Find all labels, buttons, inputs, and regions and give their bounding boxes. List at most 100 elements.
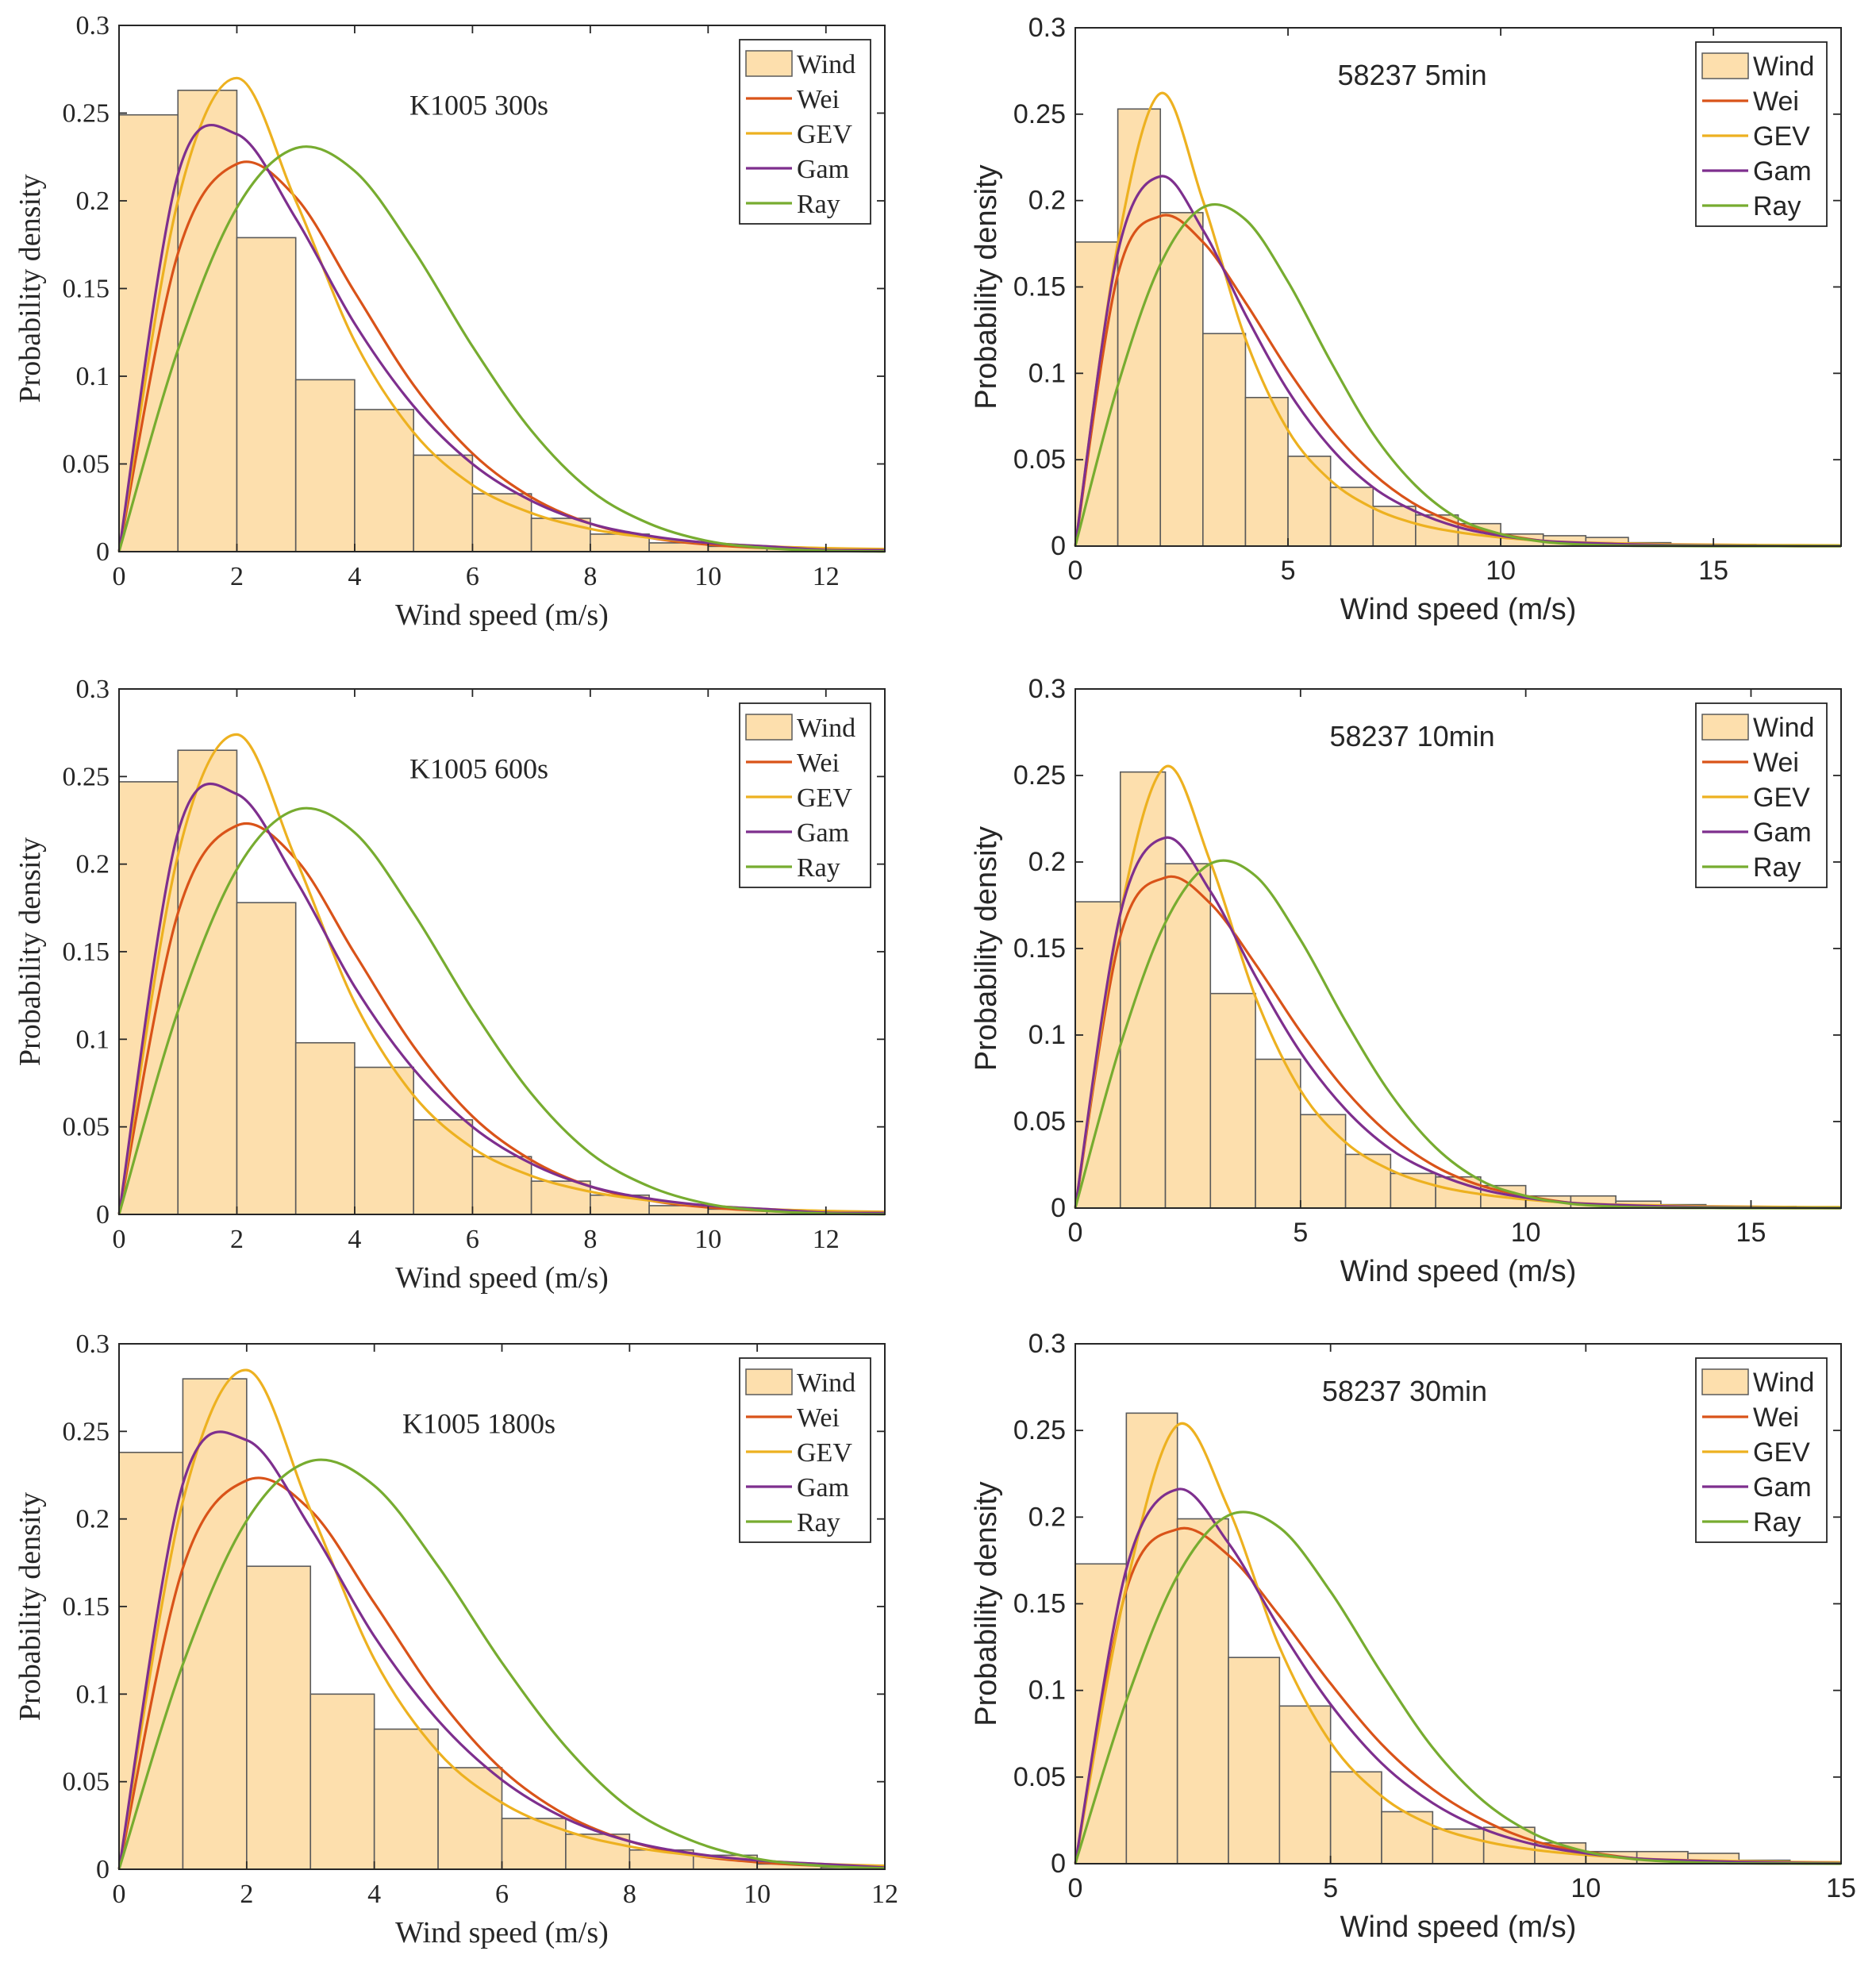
legend-label-gam: Gam bbox=[1753, 156, 1812, 187]
x-tick-label: 15 bbox=[1826, 1873, 1856, 1903]
legend-label-gam: Gam bbox=[797, 818, 849, 848]
x-tick-label: 0 bbox=[113, 1225, 126, 1254]
y-tick-label: 0.05 bbox=[63, 450, 110, 479]
y-tick-label: 0.15 bbox=[1013, 1589, 1066, 1619]
legend-label-gev: GEV bbox=[1753, 121, 1810, 152]
y-tick-label: 0.1 bbox=[1028, 1676, 1066, 1706]
y-tick-label: 0 bbox=[96, 1200, 110, 1230]
y-tick-label: 0.25 bbox=[1013, 1415, 1066, 1445]
chart-title: K1005 600s bbox=[409, 753, 548, 785]
y-tick-label: 0.25 bbox=[63, 99, 110, 129]
legend-label-gev: GEV bbox=[1753, 783, 1810, 813]
x-tick-label: 5 bbox=[1281, 556, 1296, 586]
y-axis-label: Probability density bbox=[970, 164, 1003, 409]
x-tick-label: 5 bbox=[1323, 1873, 1338, 1903]
y-tick-label: 0.3 bbox=[1028, 1329, 1066, 1359]
chart-panel-1: 0 2 4 6 8 10 12 0 0.05 0.1 0.15 0.2 0.25 0.3 Wind spee… bbox=[13, 11, 886, 632]
y-tick-label: 0.15 bbox=[63, 937, 110, 967]
histogram-bar bbox=[1287, 456, 1332, 547]
y-tick-label: 0.2 bbox=[1028, 847, 1066, 877]
y-axis-label: Probability density bbox=[13, 1492, 47, 1721]
legend: Wind Wei GEV Gam Ray bbox=[1695, 41, 1828, 227]
legend-label-gev: GEV bbox=[797, 1438, 852, 1468]
legend-label-gev: GEV bbox=[1753, 1437, 1810, 1468]
histogram-bar bbox=[294, 1041, 356, 1215]
y-tick-label: 0.05 bbox=[63, 1768, 110, 1797]
legend-label-wei: Wei bbox=[1753, 1403, 1799, 1433]
fit-curve-wei bbox=[117, 160, 886, 552]
histogram-bar bbox=[1300, 1114, 1347, 1209]
y-tick-label: 0.05 bbox=[63, 1113, 110, 1142]
legend-label-wei: Wei bbox=[797, 1403, 840, 1433]
y-tick-label: 0.25 bbox=[1013, 99, 1066, 129]
y-tick-label: 0.2 bbox=[76, 850, 110, 879]
chart-title: K1005 300s bbox=[409, 90, 548, 121]
histogram-bar bbox=[354, 1066, 414, 1215]
legend-label-ray: Ray bbox=[1753, 191, 1801, 221]
x-tick-label: 8 bbox=[583, 562, 597, 591]
y-tick-label: 0.3 bbox=[1028, 674, 1066, 704]
y-tick-label: 0.2 bbox=[1028, 1502, 1066, 1532]
legend-label-gev: GEV bbox=[797, 120, 852, 149]
histogram-bar bbox=[1244, 397, 1289, 547]
x-tick-label: 4 bbox=[348, 1225, 361, 1254]
legend-label-ray: Ray bbox=[797, 190, 840, 219]
legend-label-gam: Gam bbox=[1753, 818, 1812, 848]
x-tick-label: 2 bbox=[240, 1880, 253, 1909]
legend-swatch-wind bbox=[745, 1368, 793, 1395]
x-axis-label: Wind speed (m/s) bbox=[395, 598, 609, 632]
histogram-bar bbox=[1209, 992, 1256, 1209]
x-tick-label: 15 bbox=[1698, 556, 1728, 586]
fit-curve-gam bbox=[117, 1430, 886, 1870]
histogram-bar bbox=[236, 902, 297, 1215]
x-tick-label: 2 bbox=[230, 562, 244, 591]
legend-label-wei: Wei bbox=[1753, 87, 1799, 117]
histogram-bar bbox=[294, 379, 356, 552]
x-tick-label: 8 bbox=[623, 1880, 636, 1909]
legend: Wind Wei GEV Gam Ray bbox=[739, 1357, 871, 1543]
histogram-bar bbox=[182, 1378, 248, 1870]
x-tick-label: 4 bbox=[348, 562, 361, 591]
y-tick-label: 0.05 bbox=[1013, 1762, 1066, 1792]
y-tick-label: 0.1 bbox=[76, 1025, 110, 1054]
legend-swatch-wind bbox=[1701, 1368, 1749, 1395]
legend-label-wind: Wind bbox=[797, 714, 855, 743]
histogram-bar bbox=[1117, 108, 1162, 547]
x-tick-label: 10 bbox=[1570, 1873, 1601, 1903]
chart-title: 58237 5min bbox=[1338, 59, 1487, 91]
legend-label-wind: Wind bbox=[1753, 52, 1814, 82]
y-tick-label: 0.15 bbox=[63, 1592, 110, 1622]
chart-panel-2: 0 5 10 15 0 0.05 0.1 0.15 0.2 0.25 0.3 Wind speed (… bbox=[970, 13, 1842, 626]
y-tick-label: 0 bbox=[1051, 531, 1066, 561]
histogram-bar bbox=[1278, 1705, 1332, 1864]
x-tick-label: 6 bbox=[466, 562, 479, 591]
x-tick-label: 0 bbox=[1068, 556, 1083, 586]
histogram-bar bbox=[1202, 333, 1247, 547]
y-tick-label: 0 bbox=[96, 1855, 110, 1884]
histogram-bar bbox=[246, 1565, 312, 1870]
y-tick-label: 0.1 bbox=[1028, 1020, 1066, 1050]
legend-label-wei: Wei bbox=[797, 85, 840, 114]
y-tick-label: 0.3 bbox=[76, 1330, 110, 1359]
legend-label-gam: Gam bbox=[797, 1473, 849, 1503]
histogram-bar bbox=[1228, 1657, 1281, 1864]
x-tick-label: 12 bbox=[813, 1225, 840, 1254]
x-axis-label: Wind speed (m/s) bbox=[395, 1916, 609, 1949]
y-tick-label: 0.3 bbox=[1028, 13, 1066, 43]
legend-label-gam: Gam bbox=[1753, 1472, 1812, 1503]
y-axis-label: Probability density bbox=[13, 174, 47, 402]
histogram-bar bbox=[413, 454, 474, 552]
y-tick-label: 0 bbox=[1051, 1193, 1066, 1223]
x-tick-label: 5 bbox=[1293, 1218, 1308, 1248]
x-tick-label: 10 bbox=[1511, 1218, 1541, 1248]
y-tick-label: 0.25 bbox=[1013, 760, 1066, 791]
x-tick-label: 0 bbox=[1068, 1873, 1083, 1903]
y-tick-label: 0.1 bbox=[76, 362, 110, 391]
y-tick-label: 0.25 bbox=[63, 762, 110, 791]
x-tick-label: 6 bbox=[495, 1880, 509, 1909]
legend: Wind Wei GEV Gam Ray bbox=[1695, 702, 1828, 888]
histogram-bar bbox=[309, 1693, 375, 1870]
chart-panel-3: 0 2 4 6 8 10 12 0 0.05 0.1 0.15 0.2 0.25 0.3 Wind spee… bbox=[13, 675, 886, 1295]
histogram-bar bbox=[1255, 1058, 1301, 1209]
legend-swatch-wind bbox=[745, 714, 793, 741]
